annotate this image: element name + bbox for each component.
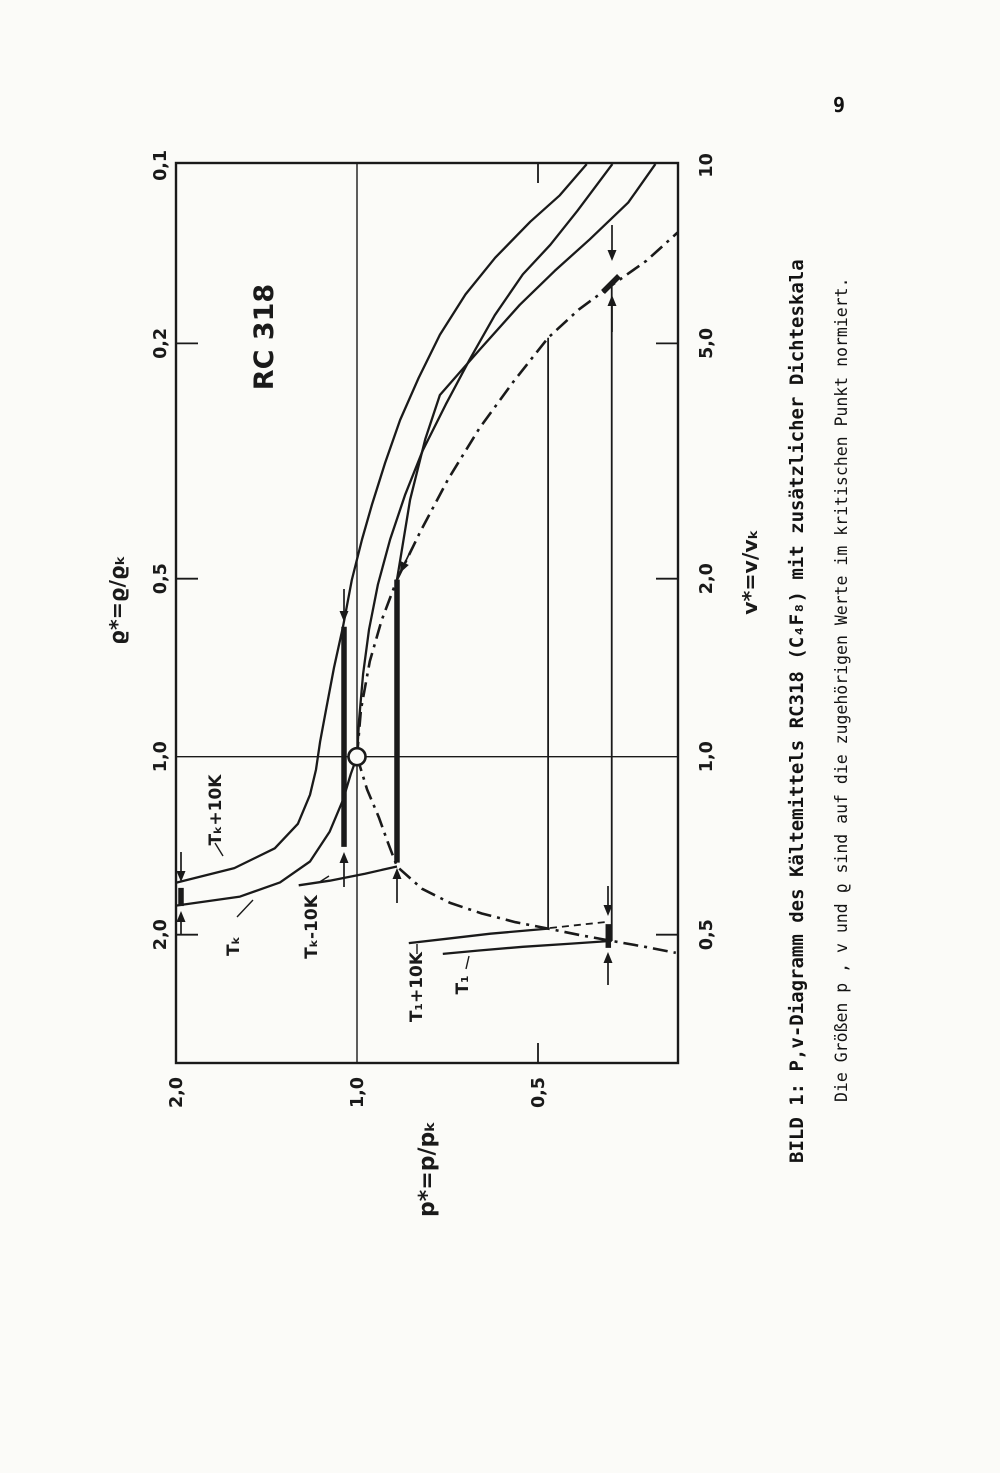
marker-arrowhead <box>400 561 409 573</box>
chart-rotated-frame: 2,0 1,0 0,5 0,2 0,1 0,5 1,0 2,0 5,0 10 2,0 1,0 0,5 ϱ*… <box>105 150 762 1217</box>
density-tick-label: 0,2 <box>151 328 171 359</box>
v-axis-title: v*=v/vₖ <box>738 529 762 614</box>
density-axis-title: ϱ*=ϱ/ϱₖ <box>105 555 129 644</box>
density-tick-label: 1,0 <box>151 741 171 772</box>
marker-arrowhead <box>607 250 617 261</box>
curve-label: Tₖ+10K <box>206 774 226 846</box>
isotherm-tk-plus-10 <box>175 163 588 884</box>
isotherm-tk <box>175 163 614 907</box>
marker-arrowhead <box>603 905 613 916</box>
critical-point-marker <box>347 746 367 767</box>
marker-arrowhead <box>392 868 402 879</box>
marker-arrow <box>403 547 413 566</box>
marker-arrowhead <box>339 611 349 622</box>
marker-arrowhead <box>339 852 349 863</box>
label-leader <box>465 955 470 970</box>
isotherm-tk-minus-10-vapor <box>395 163 657 580</box>
substance-title: RC 318 <box>249 284 280 390</box>
p-tick-label: 1,0 <box>348 1077 368 1108</box>
isotherm-t1-plus-10-liquid <box>408 927 549 945</box>
marker-arrowhead <box>603 952 613 963</box>
v-tick-label: 0,5 <box>697 919 717 950</box>
label-leader <box>317 875 330 884</box>
marker-arrowhead <box>176 911 186 922</box>
curve-label: T₁ <box>453 975 473 994</box>
v-tick-label: 10 <box>697 153 717 177</box>
marker-arrowhead <box>607 295 617 306</box>
bar-t1-vapor <box>601 274 621 294</box>
marker-arrowhead <box>176 871 186 882</box>
figure-caption-line1: BILD 1: P,v-Diagramm des Kältemittels RC… <box>786 259 808 1163</box>
label-leader <box>214 842 224 857</box>
v-tick-label: 1,0 <box>697 741 717 772</box>
curve-label: Tₖ <box>224 936 244 956</box>
v-tick-label: 5,0 <box>697 328 717 359</box>
p-axis-title: p*=p/pₖ <box>415 1121 440 1217</box>
density-tick-label: 2,0 <box>151 919 171 950</box>
curve-label: Tₖ-10K <box>302 894 322 959</box>
isotherm-tk-minus-10-liquid <box>298 865 398 887</box>
figure-caption-line2: Die Größen p , v und ϱ sind auf die zuge… <box>832 277 851 1102</box>
p-tick-label: 2,0 <box>167 1077 187 1108</box>
v-tick-label: 2,0 <box>697 563 717 594</box>
density-tick-label: 0,5 <box>151 563 171 594</box>
saturation-dome-liquid <box>355 756 677 955</box>
page-number: 9 <box>833 93 846 117</box>
chart-box <box>174 161 680 1065</box>
label-leader <box>236 899 254 918</box>
density-tick-label: 0,1 <box>151 150 171 181</box>
p-tick-label: 0,5 <box>529 1077 549 1108</box>
isotherm-t1-liquid <box>442 939 612 956</box>
curve-label: T₁+10K <box>407 951 427 1022</box>
dashed-connector <box>549 921 607 929</box>
